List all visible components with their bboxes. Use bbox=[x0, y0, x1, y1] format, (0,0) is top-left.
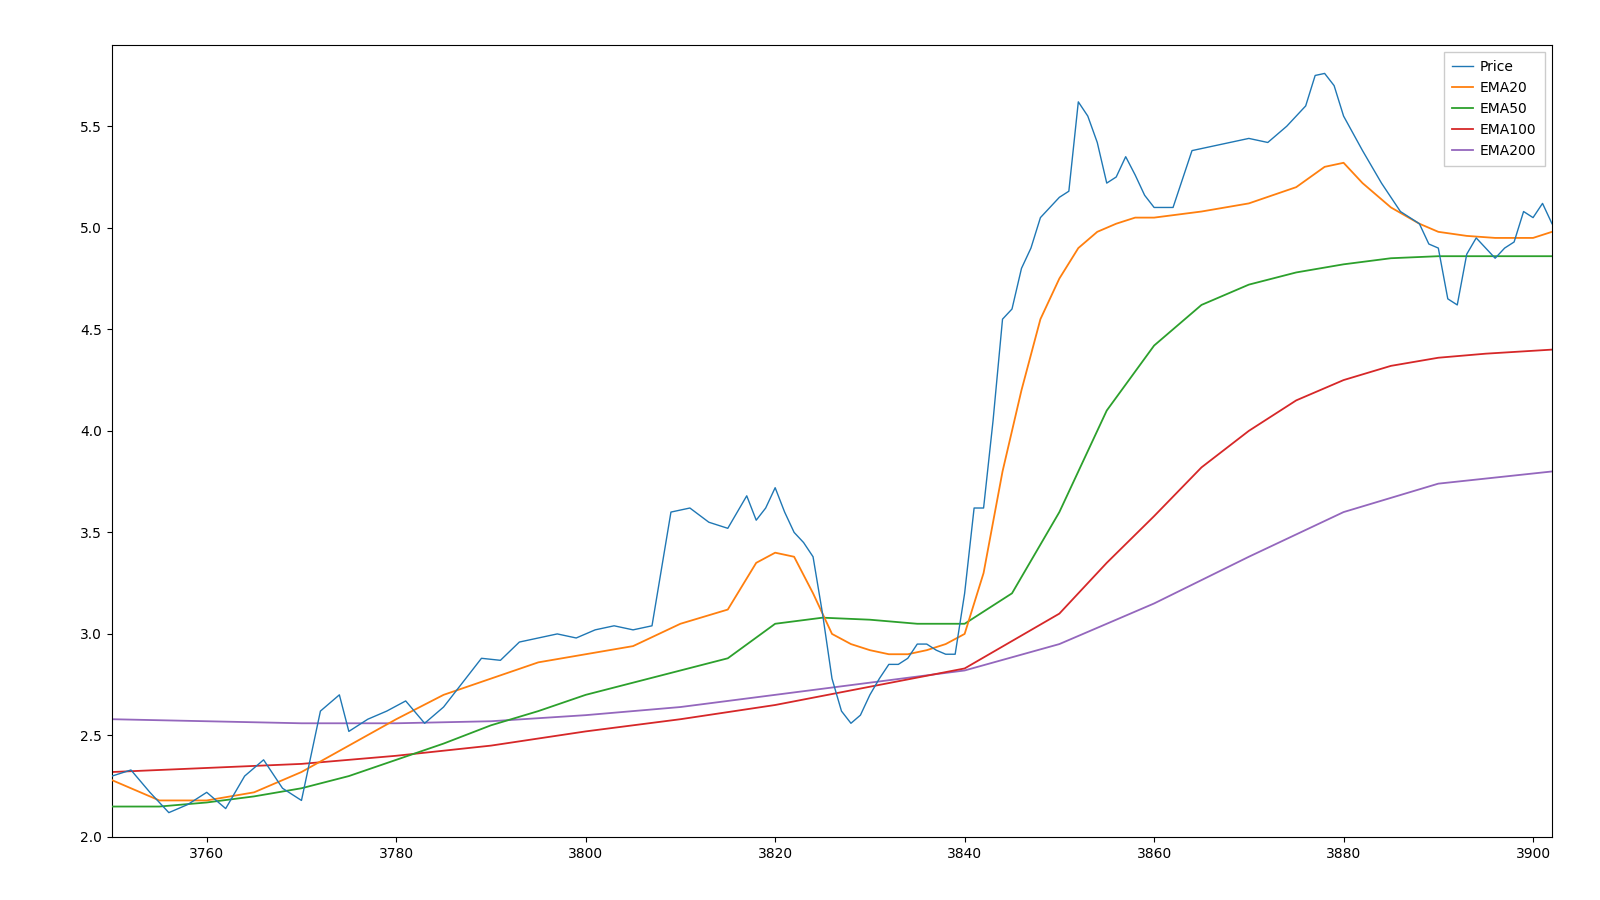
EMA20 bbox=[301, 761, 320, 772]
Line: EMA50: EMA50 bbox=[112, 256, 1552, 806]
EMA100 bbox=[1296, 391, 1315, 401]
EMA200 bbox=[197, 716, 216, 726]
Price bbox=[747, 515, 766, 526]
EMA100 bbox=[1523, 346, 1542, 356]
EMA100 bbox=[738, 704, 757, 715]
Line: EMA200: EMA200 bbox=[112, 472, 1552, 724]
EMA20 bbox=[206, 794, 226, 805]
Price bbox=[206, 795, 226, 806]
Price bbox=[102, 770, 122, 781]
EMA20 bbox=[1125, 212, 1144, 223]
EMA20 bbox=[1306, 168, 1325, 179]
EMA200 bbox=[301, 718, 320, 729]
EMA100 bbox=[197, 762, 216, 773]
EMA20 bbox=[1334, 158, 1354, 168]
Price bbox=[301, 751, 320, 761]
EMA20 bbox=[747, 557, 766, 568]
EMA200 bbox=[1542, 466, 1562, 477]
EMA20 bbox=[102, 775, 122, 786]
EMA100 bbox=[291, 759, 310, 769]
EMA100 bbox=[1117, 539, 1136, 550]
EMA50 bbox=[1429, 251, 1448, 262]
EMA50 bbox=[291, 783, 310, 794]
Price bbox=[1315, 68, 1334, 79]
Price bbox=[1125, 169, 1144, 180]
EMA20 bbox=[1542, 227, 1562, 238]
EMA20 bbox=[150, 795, 170, 806]
EMA50 bbox=[102, 801, 122, 812]
EMA200 bbox=[747, 692, 766, 703]
EMA50 bbox=[197, 797, 216, 808]
EMA50 bbox=[1296, 266, 1315, 276]
EMA20 bbox=[1494, 232, 1514, 243]
EMA200 bbox=[1125, 607, 1144, 617]
EMA200 bbox=[1533, 467, 1552, 478]
EMA200 bbox=[291, 718, 310, 729]
Legend: Price, EMA20, EMA50, EMA100, EMA200: Price, EMA20, EMA50, EMA100, EMA200 bbox=[1443, 52, 1546, 166]
Line: Price: Price bbox=[112, 74, 1552, 813]
EMA50 bbox=[1542, 251, 1562, 262]
EMA50 bbox=[738, 639, 757, 650]
Line: EMA20: EMA20 bbox=[112, 163, 1552, 800]
Line: EMA100: EMA100 bbox=[112, 349, 1552, 772]
EMA200 bbox=[1306, 520, 1325, 531]
EMA100 bbox=[102, 767, 122, 778]
EMA200 bbox=[102, 714, 122, 724]
Price bbox=[1542, 219, 1562, 230]
EMA50 bbox=[1533, 251, 1552, 262]
Price bbox=[1306, 70, 1325, 81]
Price bbox=[1494, 243, 1514, 254]
Price bbox=[160, 807, 179, 818]
EMA100 bbox=[1542, 344, 1562, 355]
EMA50 bbox=[1117, 379, 1136, 390]
